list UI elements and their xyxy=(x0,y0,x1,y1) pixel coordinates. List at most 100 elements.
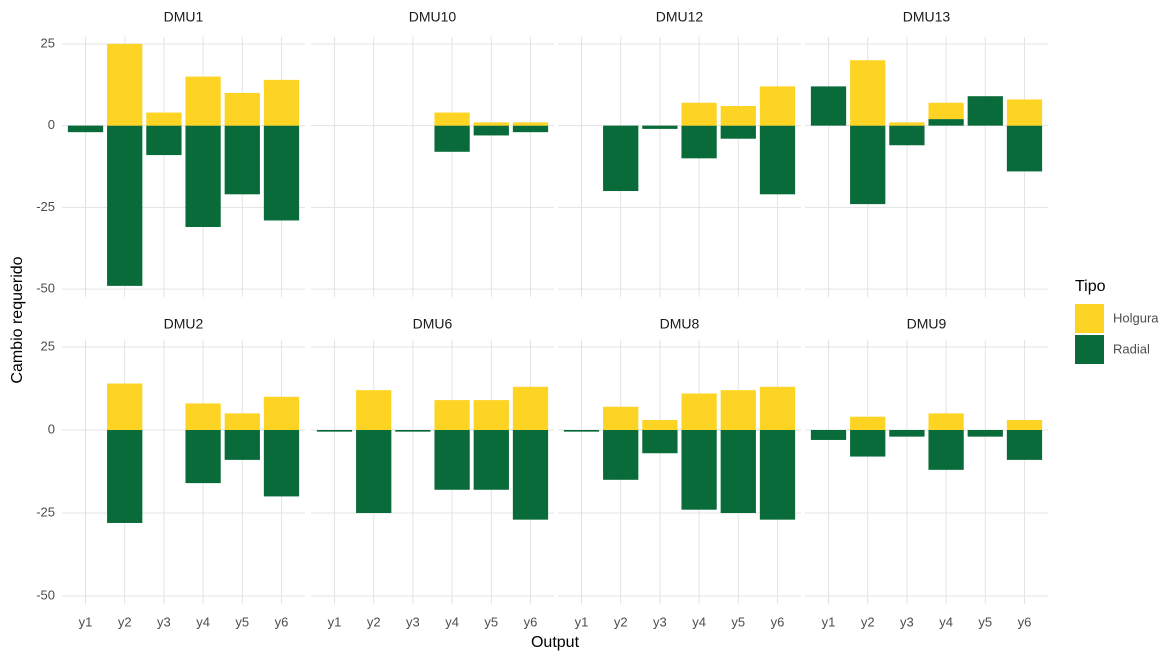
bar xyxy=(759,125,796,195)
bar xyxy=(434,400,470,430)
bar xyxy=(263,79,300,126)
y-tick-label: -25 xyxy=(36,504,55,519)
bar xyxy=(681,393,717,430)
bar xyxy=(185,76,221,126)
bar xyxy=(928,429,964,470)
x-tick-label: y4 xyxy=(445,614,459,629)
facet-title: DMU8 xyxy=(660,316,700,332)
bar xyxy=(850,60,886,126)
y-tick-label: -25 xyxy=(36,199,55,214)
bar xyxy=(107,429,143,523)
bar xyxy=(720,429,756,514)
bar xyxy=(395,429,431,432)
bar xyxy=(720,106,756,126)
bar xyxy=(434,112,470,126)
y-axis-title: Cambio requerido xyxy=(9,256,26,383)
bar xyxy=(316,429,353,432)
bar xyxy=(185,429,221,484)
legend-label: Holgura xyxy=(1113,310,1159,325)
x-tick-label: y4 xyxy=(939,614,953,629)
bar xyxy=(850,125,886,205)
x-tick-label: y6 xyxy=(524,614,538,629)
x-tick-label: y5 xyxy=(235,614,249,629)
facet-title: DMU12 xyxy=(656,9,704,25)
bar xyxy=(928,119,964,126)
facet-title: DMU1 xyxy=(164,9,204,25)
x-tick-label: y4 xyxy=(196,614,210,629)
x-tick-label: y2 xyxy=(614,614,628,629)
bar xyxy=(1006,420,1043,430)
y-tick-label: 25 xyxy=(41,35,55,50)
bar xyxy=(224,92,260,126)
bar xyxy=(603,406,639,430)
bar xyxy=(512,122,549,126)
x-tick-label: y3 xyxy=(157,614,171,629)
facet-title: DMU10 xyxy=(409,9,457,25)
bar xyxy=(889,429,925,437)
bar xyxy=(473,125,509,136)
x-axis-title: Output xyxy=(531,634,580,651)
x-tick-label: y1 xyxy=(822,614,836,629)
bar xyxy=(107,43,143,126)
x-tick-label: y1 xyxy=(79,614,93,629)
x-tick-label: y3 xyxy=(406,614,420,629)
bar xyxy=(967,96,1003,126)
legend-label: Radial xyxy=(1113,341,1150,356)
y-tick-label: 0 xyxy=(48,421,55,436)
bar xyxy=(107,125,143,286)
bar xyxy=(185,403,221,430)
bar xyxy=(720,125,756,139)
bar xyxy=(1006,125,1043,172)
bar xyxy=(512,125,549,133)
bar xyxy=(107,383,143,430)
x-tick-label: y1 xyxy=(328,614,342,629)
bar xyxy=(928,413,964,430)
bar xyxy=(224,413,260,430)
x-tick-label: y6 xyxy=(275,614,289,629)
bar xyxy=(224,429,260,460)
bar xyxy=(642,420,678,430)
bar xyxy=(473,122,509,126)
bar xyxy=(850,429,886,457)
x-tick-label: y2 xyxy=(118,614,132,629)
bar xyxy=(642,125,678,129)
x-tick-label: y3 xyxy=(900,614,914,629)
legend-key xyxy=(1075,335,1104,364)
bar xyxy=(759,86,796,126)
bar xyxy=(1006,429,1043,460)
x-tick-label: y3 xyxy=(653,614,667,629)
bar xyxy=(67,125,104,133)
x-tick-label: y1 xyxy=(575,614,589,629)
bar xyxy=(810,429,847,440)
bar xyxy=(434,125,470,152)
x-tick-label: y5 xyxy=(978,614,992,629)
bar xyxy=(759,429,796,520)
bar xyxy=(928,102,964,120)
facet-title: DMU2 xyxy=(164,316,204,332)
bar xyxy=(146,125,182,156)
legend-title: Tipo xyxy=(1075,278,1106,295)
bar xyxy=(603,429,639,480)
bar xyxy=(642,429,678,454)
x-tick-label: y6 xyxy=(771,614,785,629)
bar xyxy=(563,429,600,432)
bar xyxy=(263,125,300,221)
x-tick-label: y2 xyxy=(367,614,381,629)
bar xyxy=(512,429,549,520)
bar xyxy=(263,396,300,430)
bar xyxy=(603,125,639,192)
x-tick-label: y4 xyxy=(692,614,706,629)
x-tick-label: y5 xyxy=(731,614,745,629)
bar xyxy=(185,125,221,228)
bar xyxy=(810,86,847,126)
bar xyxy=(224,125,260,195)
y-tick-label: -50 xyxy=(36,587,55,602)
bar xyxy=(356,429,392,514)
bar xyxy=(1006,99,1043,126)
bar xyxy=(473,429,509,490)
x-tick-label: y2 xyxy=(861,614,875,629)
bar xyxy=(263,429,300,497)
bar xyxy=(681,429,717,510)
y-tick-label: -50 xyxy=(36,281,55,296)
